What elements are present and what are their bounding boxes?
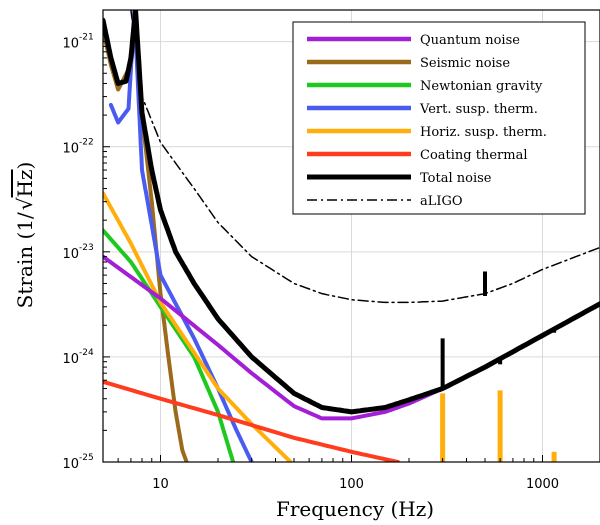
x-tick-label: 1000 (526, 477, 559, 492)
series-line-newtonian-gravity (103, 228, 236, 462)
y-axis-label-prefix: Strain (1/ (13, 212, 37, 308)
y-tick-label-exponent: -24 (79, 348, 94, 358)
legend-label-vert-susp-therm: Vert. susp. therm. (419, 102, 538, 117)
legend-label-total-noise: Total noise (420, 171, 492, 186)
series-line-aligo (130, 10, 600, 304)
y-tick-label: 10 (62, 142, 79, 157)
x-tick-label: 100 (339, 477, 364, 492)
y-tick-label: 10 (62, 352, 79, 367)
y-axis-label-radicand: Hz (13, 169, 37, 197)
legend-label-aligo: aLIGO (420, 194, 463, 209)
legend-label-seismic-noise: Seismic noise (420, 56, 510, 71)
y-tick-label-exponent: -21 (79, 33, 94, 43)
legend-label-horiz-susp-therm: Horiz. susp. therm. (420, 125, 547, 140)
svg-text:Strain (1/√Hz): Strain (1/√Hz) (13, 162, 37, 309)
legend-label-quantum-noise: Quantum noise (420, 33, 520, 48)
y-tick-label-exponent: -23 (79, 243, 94, 253)
legend: Quantum noise Seismic noise Newtonian grav… (292, 21, 586, 215)
y-tick-label: 10 (62, 37, 79, 52)
y-tick-label-exponent: -25 (79, 453, 94, 463)
y-tick-label: 10 (62, 457, 79, 472)
y-axis-label-suffix: ) (13, 162, 37, 170)
series-lines (103, 10, 600, 462)
legend-label-newtonian-gravity: Newtonian gravity (420, 79, 543, 94)
series-line-total-noise (103, 10, 600, 415)
y-axis-label: Strain (1/√Hz) (13, 162, 37, 309)
series-line-coating-thermal (103, 379, 400, 462)
series-line-vert-susp-therm (108, 10, 254, 462)
legend-box (292, 21, 586, 215)
y-tick-label: 10 (62, 247, 79, 262)
y-tick-label-exponent: -22 (79, 138, 94, 148)
legend-label-coating-thermal: Coating thermal (420, 148, 527, 163)
x-tick-label: 10 (152, 477, 169, 492)
x-axis-label: Frequency (Hz) (276, 497, 434, 521)
